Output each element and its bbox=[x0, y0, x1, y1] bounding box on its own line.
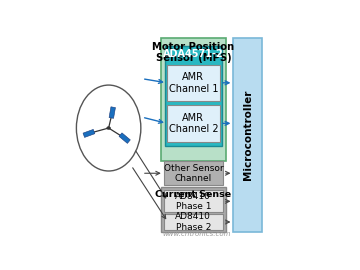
FancyBboxPatch shape bbox=[164, 190, 223, 212]
Text: Other Sensor
Channel: Other Sensor Channel bbox=[163, 164, 223, 183]
FancyBboxPatch shape bbox=[164, 161, 223, 185]
Text: www.cntronics.com: www.cntronics.com bbox=[163, 231, 231, 237]
Text: AMR
Channel 2: AMR Channel 2 bbox=[168, 113, 218, 134]
Text: ADA4571-2: ADA4571-2 bbox=[163, 49, 224, 59]
FancyBboxPatch shape bbox=[161, 38, 226, 161]
FancyBboxPatch shape bbox=[164, 214, 223, 230]
Text: Current Sense: Current Sense bbox=[155, 190, 231, 200]
Text: Microcontroller: Microcontroller bbox=[243, 90, 253, 180]
Text: AMR
Channel 1: AMR Channel 1 bbox=[168, 72, 218, 94]
Bar bbox=[119, 133, 130, 143]
Ellipse shape bbox=[76, 85, 141, 171]
Bar bbox=[109, 107, 116, 118]
Text: AD8410
Phase 1: AD8410 Phase 1 bbox=[175, 192, 211, 211]
Text: Motor Position
Sensor (MPS): Motor Position Sensor (MPS) bbox=[152, 42, 234, 63]
FancyBboxPatch shape bbox=[161, 187, 226, 232]
FancyBboxPatch shape bbox=[165, 46, 222, 146]
Ellipse shape bbox=[107, 127, 111, 129]
FancyBboxPatch shape bbox=[167, 105, 220, 141]
Text: AD8410
Phase 2: AD8410 Phase 2 bbox=[175, 212, 211, 232]
FancyBboxPatch shape bbox=[233, 38, 262, 232]
Bar bbox=[83, 129, 95, 137]
FancyBboxPatch shape bbox=[167, 65, 220, 101]
